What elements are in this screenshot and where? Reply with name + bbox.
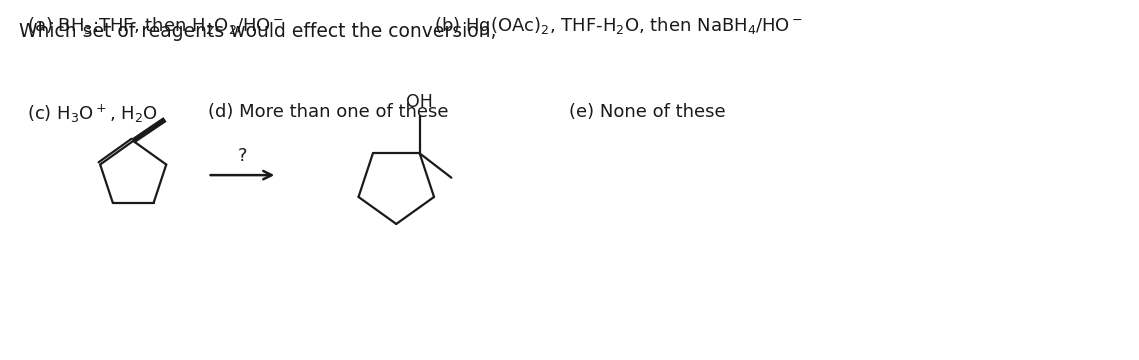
Text: (b) Hg(OAc)$_2$, THF-H$_2$O, then NaBH$_4$/HO$^-$: (b) Hg(OAc)$_2$, THF-H$_2$O, then NaBH$_… xyxy=(434,15,803,37)
Text: (e) None of these: (e) None of these xyxy=(570,103,727,121)
Text: (a) BH$_3$:THF, then H$_2$O$_2$/HO$^-$: (a) BH$_3$:THF, then H$_2$O$_2$/HO$^-$ xyxy=(27,15,284,36)
Text: ?: ? xyxy=(238,147,247,165)
Text: OH: OH xyxy=(407,93,433,111)
Text: (c) H$_3$O$^+$, H$_2$O: (c) H$_3$O$^+$, H$_2$O xyxy=(27,103,158,125)
Text: (d) More than one of these: (d) More than one of these xyxy=(207,103,448,121)
Text: Which set of reagents would effect the conversion,: Which set of reagents would effect the c… xyxy=(19,22,497,41)
